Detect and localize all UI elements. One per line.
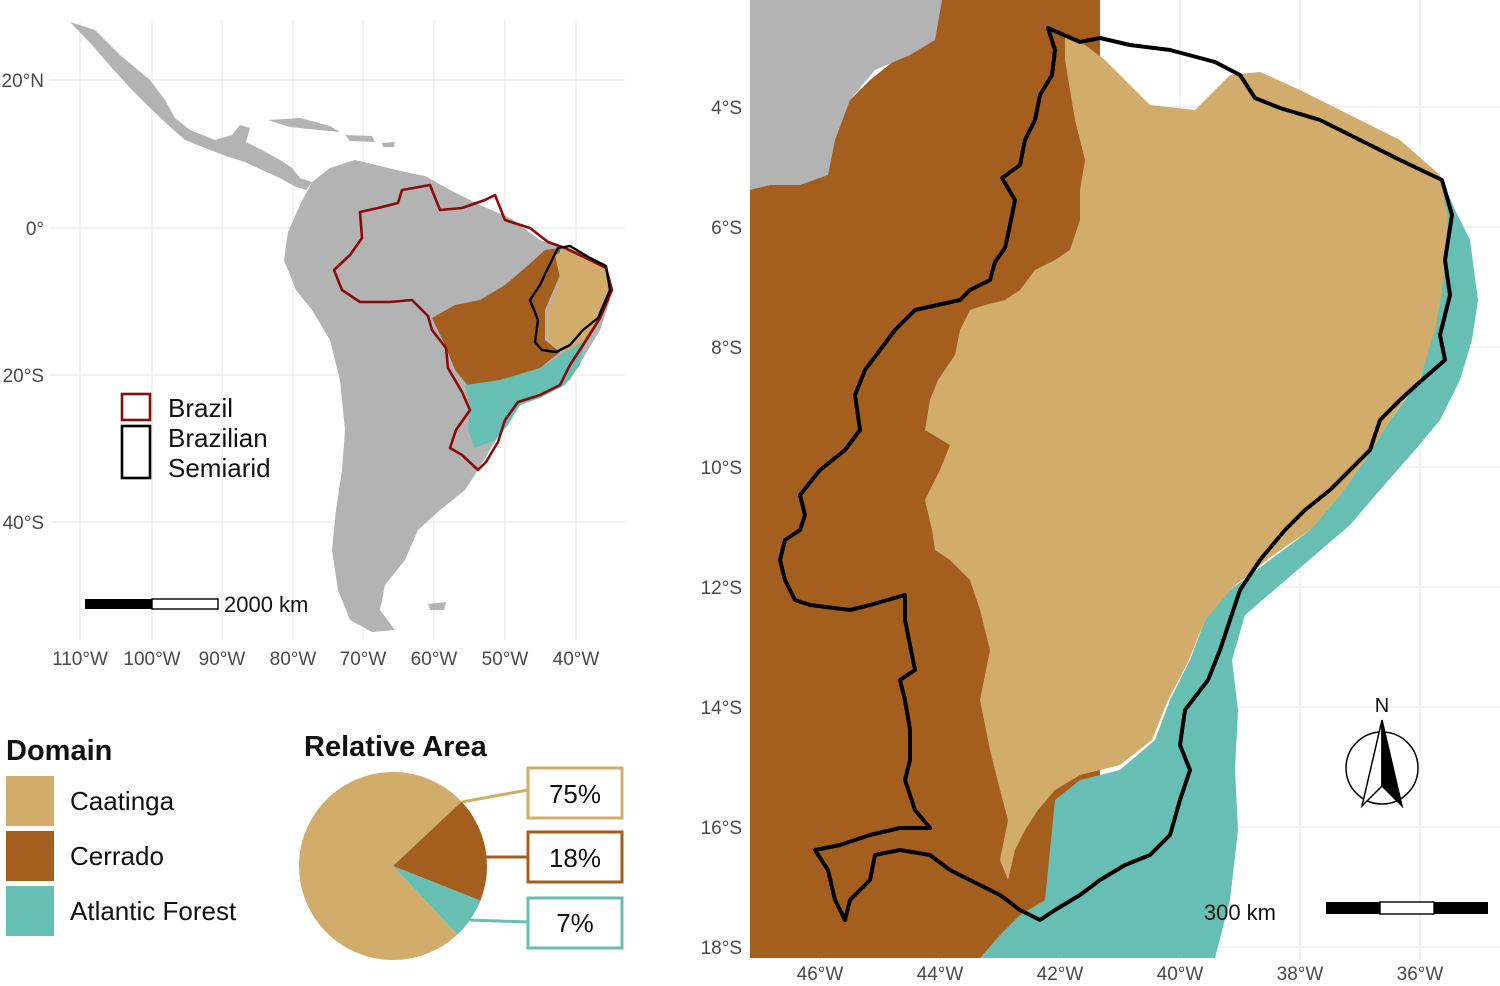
semiarid-legend-swatch [120, 424, 152, 480]
caatinga-callout-box [526, 766, 624, 820]
lon-label: 38°W [1277, 964, 1324, 985]
atlantic-forest-region [465, 340, 585, 448]
atlantic-forest-callout-box [526, 896, 624, 950]
caatinga-legend-label: Caatinga [70, 786, 175, 816]
atlantic-forest-callout-line [469, 918, 529, 924]
caatinga-percent-label: 75% [549, 779, 601, 809]
brazil-outline [332, 183, 614, 472]
brazil-legend-label: Brazil [168, 393, 233, 423]
lat-label: 18°S [701, 938, 742, 959]
lat-label: 40°S [3, 513, 44, 534]
atlantic-forest-percent-label: 7% [556, 908, 594, 938]
atlantic-forest-slice [393, 866, 481, 935]
outline-legend: Brazil Brazilian Semiarid [120, 392, 271, 483]
left-scale-label: 2000 km [224, 592, 308, 617]
lon-label: 40°W [1157, 964, 1204, 985]
lon-label: 110°W [52, 649, 108, 670]
north-arrow: N [1345, 695, 1419, 809]
lon-label: 42°W [1037, 964, 1084, 985]
lat-label: 20°N [2, 71, 44, 92]
atlantic-forest-legend-label: Atlantic Forest [70, 896, 237, 926]
lon-label: 36°W [1397, 964, 1444, 985]
cerrado-swatch [6, 831, 54, 881]
right-scale-label: 300 km [1204, 900, 1276, 925]
left-scale-bar: 2000 km [85, 592, 308, 617]
domain-legend-panel: Domain Caatinga Cerrado Atlantic Forest … [6, 731, 624, 960]
caatinga-area [925, 35, 1448, 880]
lat-label: 10°S [701, 458, 742, 479]
lon-label: 44°W [917, 964, 964, 985]
caatinga-slice [298, 772, 462, 960]
caatinga-swatch [6, 776, 54, 826]
right-lat-labels: 4°S 6°S 8°S 10°S 12°S 14°S 16°S 18°S [701, 98, 742, 959]
left-lat-labels: 20°N 0° 20°S 40°S [2, 71, 44, 534]
relative-area-title: Relative Area [304, 731, 488, 763]
south-america-land [284, 160, 610, 632]
lat-label: 8°S [711, 338, 742, 359]
lat-label: 4°S [711, 98, 742, 119]
right-scale-bar: 300 km [1204, 900, 1488, 925]
domain-legend-title: Domain [6, 735, 112, 767]
lat-label: 20°S [3, 366, 44, 387]
left-lon-labels: 110°W 100°W 90°W 80°W 70°W 60°W 50°W 40°… [52, 649, 599, 670]
lon-label: 46°W [797, 964, 844, 985]
semiarid-outline [528, 244, 612, 354]
outside-land-area [750, 0, 942, 190]
cerrado-callout-box [526, 830, 624, 884]
relative-area-pie [298, 772, 488, 960]
north-label: N [1375, 695, 1389, 717]
cerrado-percent-label: 18% [549, 843, 601, 873]
central-america-land [70, 22, 312, 190]
pie-callouts: 75% 18% 7% [461, 766, 624, 950]
cerrado-region [432, 248, 560, 388]
lon-label: 70°W [340, 649, 387, 670]
lon-label: 50°W [482, 649, 529, 670]
semiarid-boundary [778, 26, 1454, 922]
lat-label: 12°S [701, 578, 742, 599]
lat-label: 6°S [711, 218, 742, 239]
caribbean-islands [268, 118, 395, 147]
right-biome-fills [750, 0, 1478, 958]
biome-fills [432, 248, 610, 448]
falkland-islands [428, 602, 446, 610]
lon-label: 80°W [270, 649, 317, 670]
caatinga-callout-line [461, 788, 529, 804]
lon-label: 100°W [123, 649, 180, 670]
south-america-map: Brazil Brazilian Semiarid 2000 km 20°N 0… [2, 20, 625, 670]
semiarid-legend-label-line2: Semiarid [168, 453, 271, 483]
atlantic-forest-swatch [6, 886, 54, 936]
lat-label: 0° [26, 219, 44, 240]
lat-label: 16°S [701, 818, 742, 839]
lon-label: 40°W [553, 649, 600, 670]
atlantic-forest-area [980, 175, 1478, 958]
semiarid-legend-label-line1: Brazilian [168, 423, 268, 453]
cerrado-legend-label: Cerrado [70, 841, 164, 871]
brazil-legend-swatch [120, 392, 152, 422]
right-lon-labels: 46°W 44°W 42°W 40°W 38°W 36°W [797, 964, 1444, 985]
lon-label: 60°W [411, 649, 458, 670]
lat-label: 14°S [701, 698, 742, 719]
lon-label: 90°W [199, 649, 246, 670]
semiarid-region-map: N 300 km 4°S 6°S 8°S 10°S 12°S 14°S 16°S… [701, 0, 1500, 985]
cerrado-slice [393, 801, 488, 901]
